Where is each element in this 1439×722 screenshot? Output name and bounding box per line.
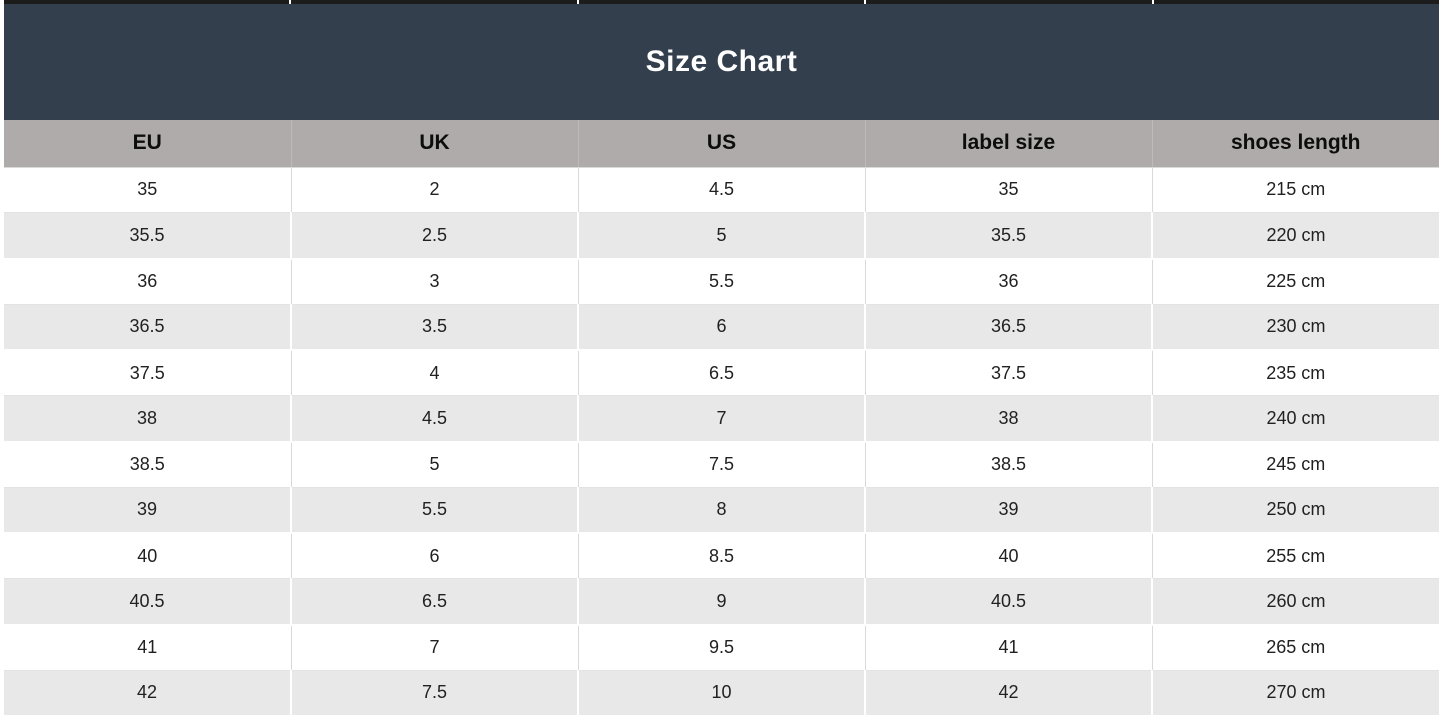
cell: 36	[4, 258, 292, 305]
title-band: Size Chart	[4, 4, 1439, 120]
cell: 35	[865, 167, 1153, 214]
cell: 37.5	[865, 350, 1153, 397]
cell: 39	[865, 486, 1153, 534]
table-row: 42 7.5 10 42 270 cm	[4, 669, 1439, 717]
top-border	[4, 0, 1439, 4]
cell: 2.5	[291, 212, 579, 260]
cell: 260 cm	[1152, 578, 1439, 626]
cell: 38.5	[4, 441, 292, 488]
cell: 4	[291, 350, 579, 397]
cell: 3.5	[291, 303, 579, 351]
table-row: 36.5 3.5 6 36.5 230 cm	[4, 303, 1439, 351]
column-header: EU	[4, 120, 292, 168]
cell: 255 cm	[1152, 533, 1439, 580]
column-header: US	[578, 120, 866, 168]
cell: 9	[578, 578, 866, 626]
cell: 230 cm	[1152, 303, 1439, 351]
cell: 8	[578, 486, 866, 534]
cell: 7.5	[291, 669, 579, 717]
cell: 220 cm	[1152, 212, 1439, 260]
table-row: 36 3 5.5 36 225 cm	[4, 258, 1439, 305]
cell: 240 cm	[1152, 395, 1439, 443]
cell: 36	[865, 258, 1153, 305]
cell: 6	[291, 533, 579, 580]
cell: 9.5	[578, 624, 866, 671]
top-border-segment	[4, 0, 290, 4]
size-table-body: 35 2 4.5 35 215 cm 35.5 2.5 5 35.5 220 cm 36 3 5.5 36…	[4, 167, 1439, 717]
cell: 5.5	[578, 258, 866, 305]
cell: 8.5	[578, 533, 866, 580]
cell: 37.5	[4, 350, 292, 397]
cell: 4.5	[291, 395, 579, 443]
table-row: 39 5.5 8 39 250 cm	[4, 486, 1439, 534]
cell: 4.5	[578, 167, 866, 214]
cell: 7	[578, 395, 866, 443]
column-header: shoes length	[1152, 120, 1439, 168]
cell: 38	[4, 395, 292, 443]
table-row: 38.5 5 7.5 38.5 245 cm	[4, 441, 1439, 488]
cell: 10	[578, 669, 866, 717]
cell: 235 cm	[1152, 350, 1439, 397]
cell: 3	[291, 258, 579, 305]
cell: 36.5	[865, 303, 1153, 351]
cell: 40.5	[865, 578, 1153, 626]
cell: 7.5	[578, 441, 866, 488]
cell: 7	[291, 624, 579, 671]
table-row: 40 6 8.5 40 255 cm	[4, 533, 1439, 580]
header-row: EU UK US label size shoes length	[4, 120, 1439, 168]
size-table-header: EU UK US label size shoes length	[4, 120, 1439, 168]
cell: 40	[4, 533, 292, 580]
table-row: 40.5 6.5 9 40.5 260 cm	[4, 578, 1439, 626]
cell: 225 cm	[1152, 258, 1439, 305]
cell: 35	[4, 167, 292, 214]
cell: 6.5	[291, 578, 579, 626]
top-border-segment	[578, 0, 865, 4]
cell: 41	[865, 624, 1153, 671]
cell: 38.5	[865, 441, 1153, 488]
top-border-segment	[1153, 0, 1439, 4]
cell: 40.5	[4, 578, 292, 626]
cell: 42	[4, 669, 292, 717]
page-title: Size Chart	[645, 45, 798, 78]
cell: 35.5	[865, 212, 1153, 260]
top-border-segment	[866, 0, 1152, 4]
cell: 265 cm	[1152, 624, 1439, 671]
table-row: 35.5 2.5 5 35.5 220 cm	[4, 212, 1439, 260]
cell: 5	[578, 212, 866, 260]
top-border-segment	[291, 0, 577, 4]
column-header: UK	[291, 120, 579, 168]
cell: 245 cm	[1152, 441, 1439, 488]
cell: 40	[865, 533, 1153, 580]
cell: 41	[4, 624, 292, 671]
cell: 36.5	[4, 303, 292, 351]
table-row: 35 2 4.5 35 215 cm	[4, 167, 1439, 214]
cell: 250 cm	[1152, 486, 1439, 534]
cell: 35.5	[4, 212, 292, 260]
cell: 6.5	[578, 350, 866, 397]
cell: 270 cm	[1152, 669, 1439, 717]
cell: 39	[4, 486, 292, 534]
cell: 38	[865, 395, 1153, 443]
table-row: 37.5 4 6.5 37.5 235 cm	[4, 350, 1439, 397]
cell: 42	[865, 669, 1153, 717]
cell: 2	[291, 167, 579, 214]
cell: 215 cm	[1152, 167, 1439, 214]
cell: 6	[578, 303, 866, 351]
cell: 5.5	[291, 486, 579, 534]
size-table: EU UK US label size shoes length 35 2 4.5 35 215…	[4, 120, 1439, 717]
table-row: 41 7 9.5 41 265 cm	[4, 624, 1439, 671]
bottom-margin	[4, 717, 1439, 722]
cell: 5	[291, 441, 579, 488]
table-row: 38 4.5 7 38 240 cm	[4, 395, 1439, 443]
column-header: label size	[865, 120, 1153, 168]
